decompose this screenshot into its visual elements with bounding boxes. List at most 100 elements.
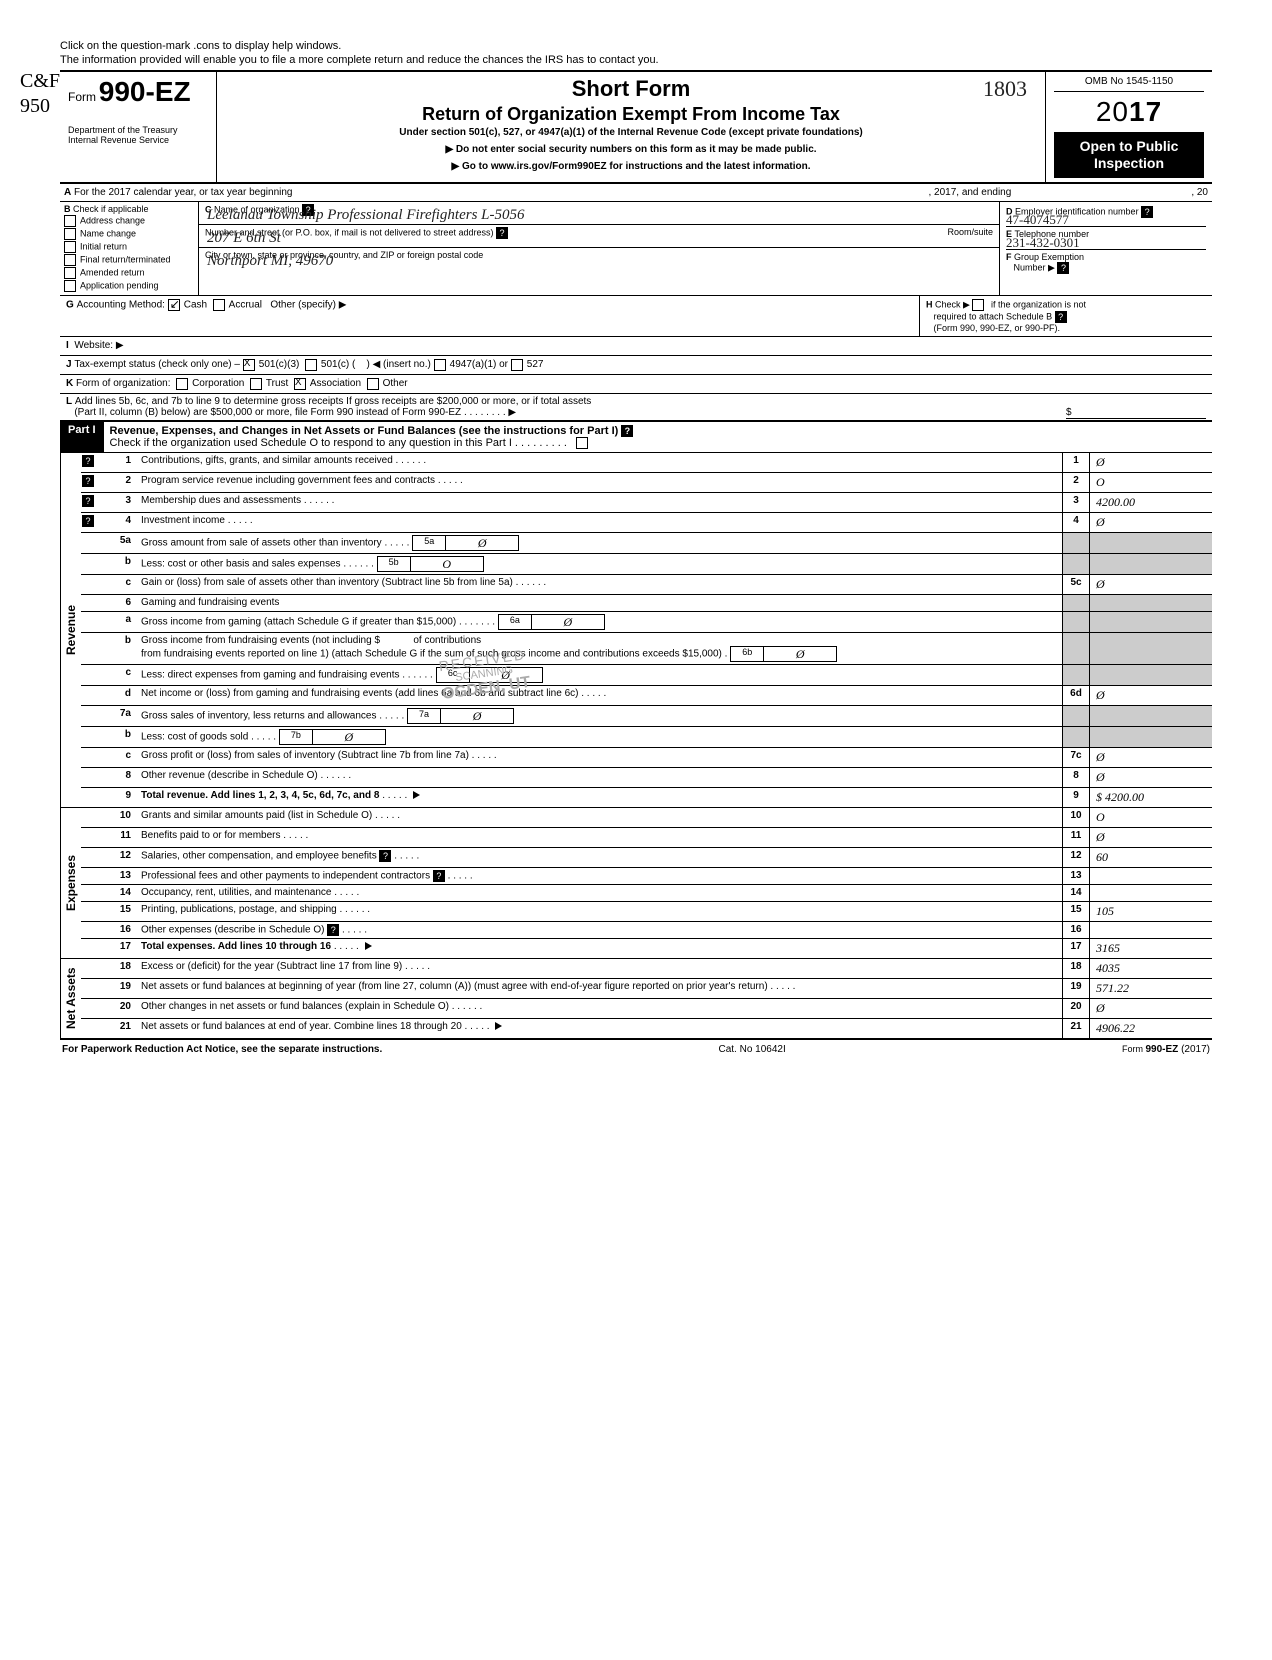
line-number-col: 19 — [1062, 979, 1089, 998]
inline-amount: 6bØ — [730, 646, 837, 662]
help-icon[interactable]: ? — [327, 924, 339, 936]
row-num: 13 — [101, 868, 137, 884]
h-checkbox[interactable] — [972, 299, 984, 311]
help-icon[interactable]: ? — [1141, 206, 1153, 218]
table-row: 18 Excess or (deficit) for the year (Sub… — [81, 959, 1212, 979]
table-row: 17 Total expenses. Add lines 10 through … — [81, 939, 1212, 958]
b-checkbox[interactable] — [64, 267, 76, 279]
line-number-col — [1062, 706, 1089, 726]
street-value: 207 E 6th St — [207, 230, 281, 247]
under-section: Under section 501(c), 527, or 4947(a)(1)… — [225, 127, 1037, 138]
b-item-label: Address change — [80, 215, 145, 225]
part1-header: Part I Revenue, Expenses, and Changes in… — [60, 420, 1212, 453]
line-value-col: Ø — [1089, 686, 1212, 705]
line-number-col: 17 — [1062, 939, 1089, 958]
table-row: c Gross profit or (loss) from sales of i… — [81, 748, 1212, 768]
line-number-col: 12 — [1062, 848, 1089, 867]
row-num: 5a — [101, 533, 137, 553]
line-value-col: Ø — [1089, 748, 1212, 767]
help-icon[interactable]: ? — [82, 475, 94, 487]
table-row: 6Gaming and fundraising events — [81, 595, 1212, 612]
margin-cf: C&F — [20, 70, 60, 93]
help-icon[interactable]: ? — [1055, 311, 1067, 323]
omb-number: OMB No 1545-1150 — [1054, 76, 1204, 92]
row-num: 3 — [101, 493, 137, 512]
line-number-col: 16 — [1062, 922, 1089, 938]
b-item-label: Application pending — [80, 280, 159, 290]
form-header: Form 990-EZ Department of the Treasury I… — [60, 70, 1212, 184]
row-num: c — [101, 665, 137, 685]
help-icon[interactable]: ? — [433, 870, 445, 882]
help-icon[interactable]: ? — [496, 227, 508, 239]
table-row: 14 Occupancy, rent, utilities, and maint… — [81, 885, 1212, 902]
row-desc: Investment income . . . . . — [137, 513, 1062, 532]
j-501c3-checkbox[interactable]: X — [243, 359, 255, 371]
row-num: b — [101, 554, 137, 574]
form-number: 990-EZ — [99, 76, 191, 107]
table-row: 15 Printing, publications, postage, and … — [81, 902, 1212, 922]
line-number-col: 8 — [1062, 768, 1089, 787]
line-number-col — [1062, 633, 1089, 664]
help-icon[interactable]: ? — [82, 455, 94, 467]
table-row: 10 Grants and similar amounts paid (list… — [81, 808, 1212, 828]
line-number-col — [1062, 612, 1089, 632]
row-num: 1 — [101, 453, 137, 472]
b-checkbox[interactable] — [64, 228, 76, 240]
help-icon[interactable]: ? — [1057, 262, 1069, 274]
inline-amount: 7aØ — [407, 708, 514, 724]
table-row: ? 1 Contributions, gifts, grants, and si… — [81, 453, 1212, 473]
k-corp-checkbox[interactable] — [176, 378, 188, 390]
accrual-checkbox[interactable] — [213, 299, 225, 311]
j-4947-checkbox[interactable] — [434, 359, 446, 371]
row-desc: Other expenses (describe in Schedule O) … — [137, 922, 1062, 938]
row-num: 11 — [101, 828, 137, 847]
dept-2: Internal Revenue Service — [68, 136, 208, 146]
table-row: 19Net assets or fund balances at beginni… — [81, 979, 1212, 999]
table-row: ? 3 Membership dues and assessments . . … — [81, 493, 1212, 513]
j-527-checkbox[interactable] — [511, 359, 523, 371]
line-number-col: 2 — [1062, 473, 1089, 492]
b-checkbox[interactable] — [64, 215, 76, 227]
line-value-col — [1089, 922, 1212, 938]
help-icon[interactable]: ? — [82, 515, 94, 527]
line-value-col — [1089, 885, 1212, 901]
j-501c-checkbox[interactable] — [305, 359, 317, 371]
table-row: 16 Other expenses (describe in Schedule … — [81, 922, 1212, 939]
b-checkbox[interactable] — [64, 254, 76, 266]
help-icon[interactable]: ? — [621, 425, 633, 437]
help-icon[interactable]: ? — [379, 850, 391, 862]
k-other-checkbox[interactable] — [367, 378, 379, 390]
k-trust-checkbox[interactable] — [250, 378, 262, 390]
row-desc: Gain or (loss) from sale of assets other… — [137, 575, 1062, 594]
line-value-col — [1089, 727, 1212, 747]
k-assoc-checkbox[interactable]: X — [294, 378, 306, 390]
b-item-label: Initial return — [80, 241, 127, 251]
line-value-col — [1089, 533, 1212, 553]
line-number-col: 4 — [1062, 513, 1089, 532]
table-row: c Less: direct expenses from gaming and … — [81, 665, 1212, 686]
row-desc: Excess or (deficit) for the year (Subtra… — [137, 959, 1062, 978]
schedule-o-checkbox[interactable] — [576, 437, 588, 449]
row-desc: Gross sales of inventory, less returns a… — [137, 706, 1062, 726]
row-num: b — [101, 727, 137, 747]
line-number-col: 6d — [1062, 686, 1089, 705]
row-desc: Professional fees and other payments to … — [137, 868, 1062, 884]
row-num: 10 — [101, 808, 137, 827]
row-desc: Total expenses. Add lines 10 through 16 … — [137, 939, 1062, 958]
line-i: I Website: ▶ — [60, 337, 1212, 356]
b-checkbox[interactable] — [64, 241, 76, 253]
table-row: c Gain or (loss) from sale of assets oth… — [81, 575, 1212, 595]
cash-checkbox[interactable]: ↙ — [168, 299, 180, 311]
section-b: B Check if applicable Address changeName… — [60, 202, 199, 295]
line-number-col: 9 — [1062, 788, 1089, 807]
tax-year: 2017 — [1054, 96, 1204, 128]
line-value-col: O — [1089, 473, 1212, 492]
help-icon[interactable]: ? — [82, 495, 94, 507]
b-checkbox[interactable] — [64, 280, 76, 292]
line-value-col: Ø — [1089, 513, 1212, 532]
line-value-col: 60 — [1089, 848, 1212, 867]
row-desc: Gross amount from sale of assets other t… — [137, 533, 1062, 553]
line-value-col: $ 4200.00 — [1089, 788, 1212, 807]
line-value-col: 105 — [1089, 902, 1212, 921]
line-number-col: 7c — [1062, 748, 1089, 767]
